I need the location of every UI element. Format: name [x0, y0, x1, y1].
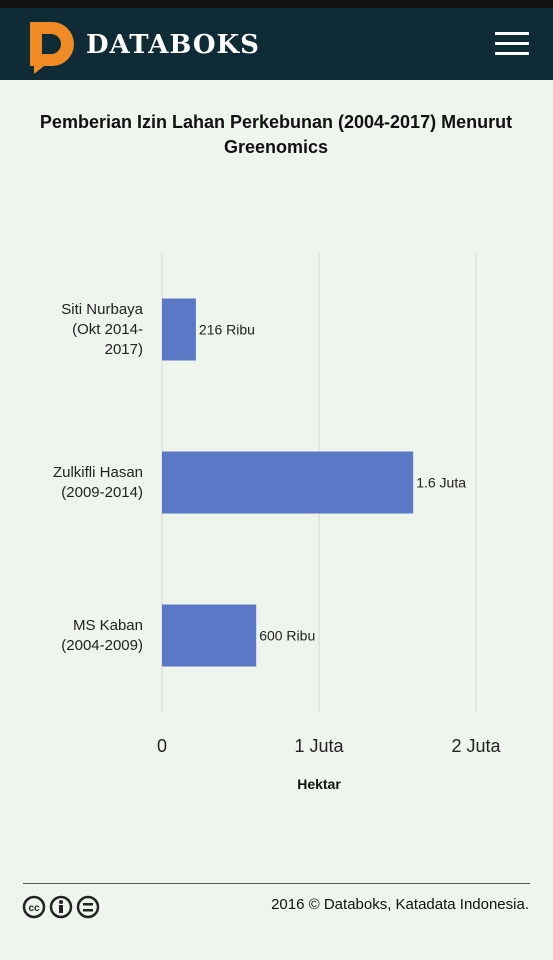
x-tick-label: 0: [157, 736, 167, 756]
brand[interactable]: DATABOKS: [86, 30, 260, 60]
value-label: 216 Ribu: [199, 322, 255, 338]
menu-button[interactable]: [495, 32, 531, 58]
status-bar: [0, 0, 553, 8]
footer-text: 2016 © Databoks, Katadata Indonesia.: [271, 896, 529, 913]
chart-title: Pemberian Izin Lahan Perkebunan (2004-20…: [39, 112, 513, 157]
y-tick-label: Zulkifli Hasan (2009-2014): [52, 463, 143, 501]
header: DATABOKS: [0, 8, 553, 80]
y-tick-label: Siti Nurbaya (Okt 2014-2017): [61, 300, 143, 358]
bar: [162, 298, 196, 361]
footer-divider: [23, 883, 530, 884]
logo[interactable]: [26, 16, 86, 76]
x-tick-label: 1 Juta: [294, 736, 344, 756]
x-axis-title: Hektar: [297, 776, 341, 792]
license-icons: cc: [22, 895, 100, 919]
bar: [162, 451, 414, 514]
x-tick-label: 2 Juta: [451, 736, 501, 756]
y-tick-label: MS Kaban (2004-2009): [61, 616, 143, 654]
bar: [162, 604, 257, 667]
value-label: 1.6 Juta: [416, 475, 466, 491]
value-label: 600 Ribu: [259, 628, 315, 644]
svg-text:cc: cc: [28, 903, 40, 914]
